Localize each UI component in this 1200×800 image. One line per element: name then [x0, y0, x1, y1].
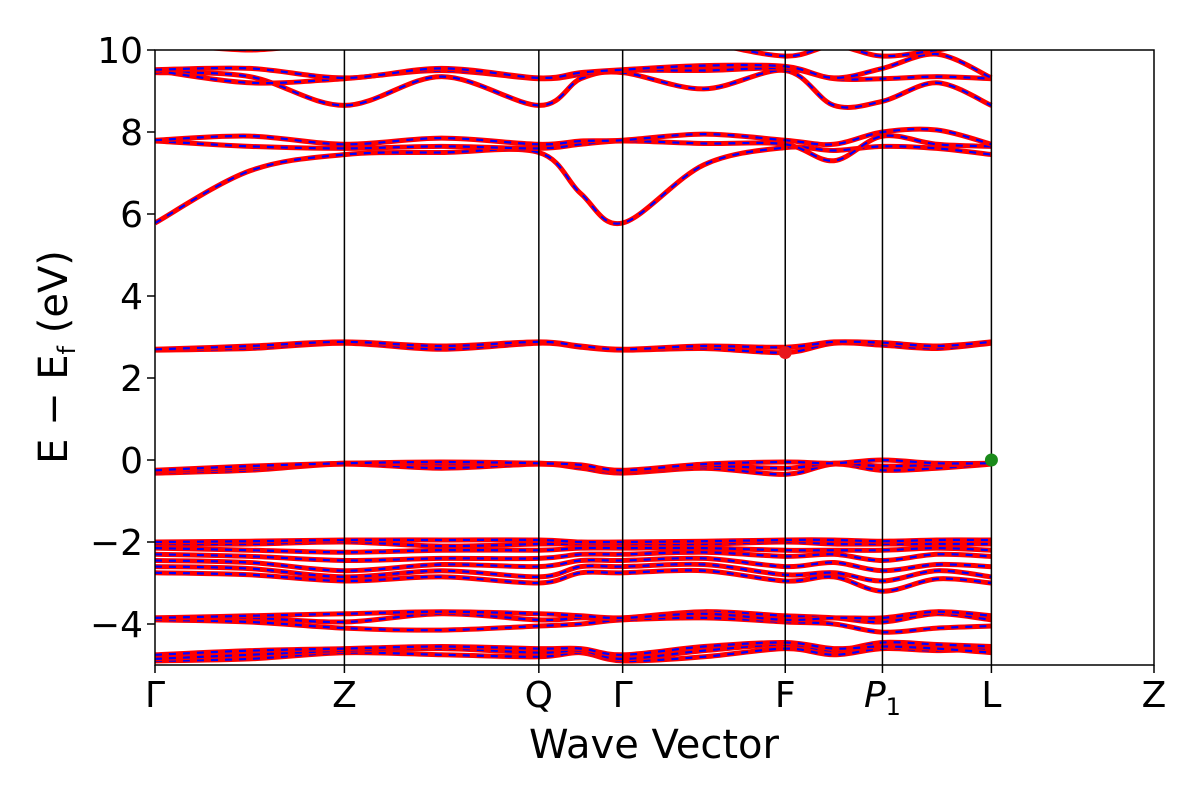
y-tick-label: 6: [120, 195, 143, 236]
x-tick-label: F: [775, 675, 796, 716]
band-10-line: [155, 549, 992, 564]
y-tick-label: −4: [90, 605, 143, 646]
bands-layer: [155, 50, 993, 664]
y-tick-label: −2: [90, 523, 143, 564]
band-24-dashed-line: [155, 52, 992, 80]
band-8-dashed-line: [155, 563, 992, 583]
band-7-dashed-line: [155, 569, 992, 593]
plot-frame: [154, 49, 1155, 666]
cbm-marker: [778, 346, 792, 360]
y-tick-label: 0: [120, 441, 143, 482]
band-3-line: [155, 639, 992, 658]
x-ticks: Γ Z Q Γ F P1 L Z: [145, 665, 1166, 721]
y-axis-label: E − Ef (eV): [31, 250, 81, 464]
kpath-lines: [343, 50, 993, 665]
y-tick-label: 4: [120, 277, 143, 318]
y-ticks: 10 8 6 4 2 0 −2 −4: [90, 31, 155, 646]
x-tick-label: Q: [525, 675, 553, 716]
band-13-line: [155, 537, 992, 545]
x-tick-label: Z: [332, 675, 357, 716]
band-11-line: [155, 545, 992, 555]
y-axis-label-main: E − E: [31, 354, 77, 464]
x-tick-label: L: [981, 675, 1001, 716]
band-19-dashed-line: [155, 145, 992, 225]
band-16-line: [155, 457, 992, 473]
vbm-marker: [984, 453, 998, 467]
band-6-line: [155, 609, 992, 623]
y-tick-label: 8: [120, 113, 143, 154]
x-tick-label: Z: [1142, 675, 1167, 716]
band-21-line: [155, 126, 993, 148]
y-axis-label-subscript: f: [53, 345, 81, 354]
markers-layer: [778, 346, 998, 467]
band-9-line: [155, 555, 992, 574]
x-axis-label: Wave Vector: [529, 722, 780, 768]
band-18-line: [155, 339, 992, 352]
band-20-dashed-line: [155, 134, 992, 162]
y-axis-label-unit: (eV): [31, 250, 77, 346]
x-tick-label: Γ: [145, 675, 165, 716]
band-25-dashed-line: [223, 50, 945, 58]
y-tick-label: 2: [120, 359, 143, 400]
x-tick-label: Γ: [613, 675, 633, 716]
x-tick-label: P1: [864, 675, 901, 721]
y-tick-label: 10: [97, 31, 143, 72]
